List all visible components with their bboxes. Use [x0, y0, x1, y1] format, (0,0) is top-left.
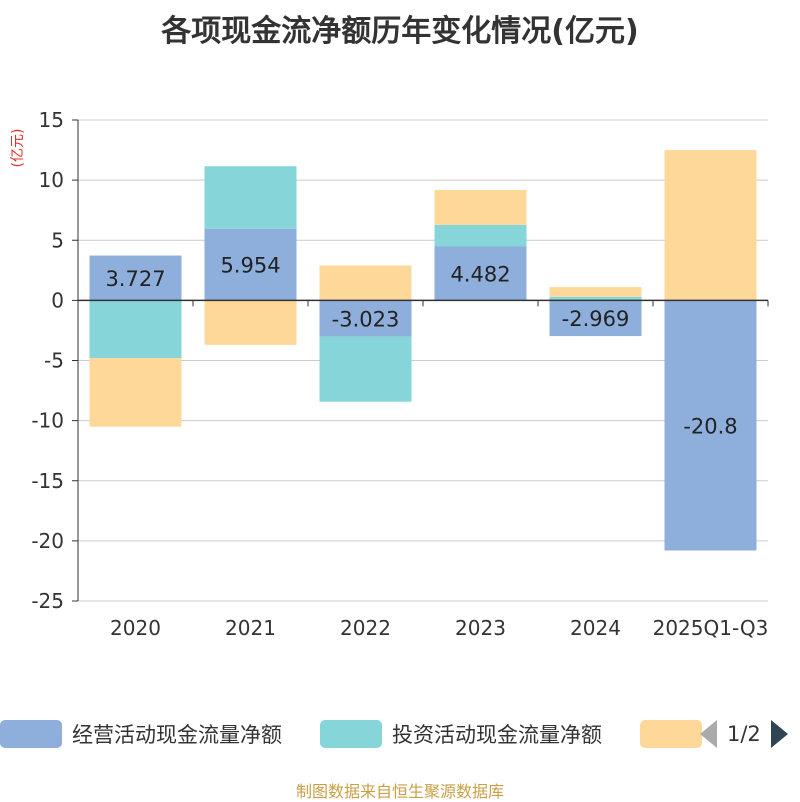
data-label-operating: -3.023 [332, 308, 400, 332]
y-tick-label: 5 [51, 228, 64, 252]
data-label-operating: -20.8 [683, 414, 737, 438]
legend-prev-page-icon[interactable] [700, 720, 717, 748]
data-label-operating: 5.954 [220, 254, 280, 278]
data-label-operating: 3.727 [105, 267, 165, 291]
bar-operating [434, 246, 527, 301]
x-tick-label: 2021 [225, 616, 276, 640]
x-tick-label: 2024 [570, 616, 621, 640]
bar-operating [664, 300, 757, 551]
bar-financing [549, 287, 642, 297]
y-axis-title: (亿元) [10, 129, 26, 168]
y-tick-label: -5 [44, 349, 64, 373]
x-tick-label: 2020 [110, 616, 161, 640]
bar-investing [549, 296, 642, 301]
legend-swatch-operating [0, 720, 62, 748]
bar-operating [89, 255, 182, 301]
bar-investing [319, 336, 412, 402]
y-tick-label: -20 [31, 529, 64, 553]
bar-financing [434, 189, 527, 225]
legend-item-investing[interactable]: 投资活动现金流量净额 [320, 716, 602, 752]
legend-pager: 1/2 [700, 716, 788, 752]
data-source-note: 制图数据来自恒生聚源数据库 [295, 782, 504, 801]
bar-operating [204, 228, 297, 301]
x-tick-label: 2025Q1-Q3 [653, 616, 769, 640]
bar-financing [204, 300, 297, 345]
legend-next-page-icon[interactable] [770, 720, 788, 748]
bar-financing [319, 265, 412, 301]
y-tick-label: 15 [39, 108, 64, 132]
legend-swatch-investing [320, 720, 382, 748]
bar-operating [319, 300, 412, 337]
chart-area: 15 10 5 0 -5 -10 -15 -20 -25 (亿元) 2020 2021 2022 2023… [10, 108, 769, 640]
legend-item-operating[interactable]: 经营活动现金流量净额 [0, 716, 282, 752]
legend-label-investing: 投资活动现金流量净额 [392, 723, 602, 747]
legend-page-indicator: 1/2 [727, 722, 761, 746]
y-tick-label: -15 [31, 469, 64, 493]
legend-label-operating: 经营活动现金流量净额 [72, 723, 282, 747]
y-tick-label: -25 [31, 589, 64, 613]
y-tick-label: 0 [51, 288, 64, 312]
bar-investing [89, 300, 182, 359]
bar-financing [89, 358, 182, 427]
legend-swatch-financing [640, 720, 702, 748]
bar-investing [434, 224, 527, 247]
bar-financing [664, 150, 757, 301]
x-tick-label: 2022 [340, 616, 391, 640]
bar-operating [549, 300, 642, 337]
data-label-operating: 4.482 [450, 262, 510, 286]
x-tick-label: 2023 [455, 616, 506, 640]
legend: 经营活动现金流量净额 投资活动现金流量净额 1/2 [0, 716, 800, 752]
legend-item-financing[interactable] [640, 716, 702, 752]
data-label-operating: -2.969 [562, 307, 630, 331]
y-tick-label: 10 [39, 168, 64, 192]
bar-investing [204, 166, 297, 229]
chart-title: 各项现金流净额历年变化情况(亿元) [161, 14, 639, 49]
y-tick-label: -10 [31, 409, 64, 433]
